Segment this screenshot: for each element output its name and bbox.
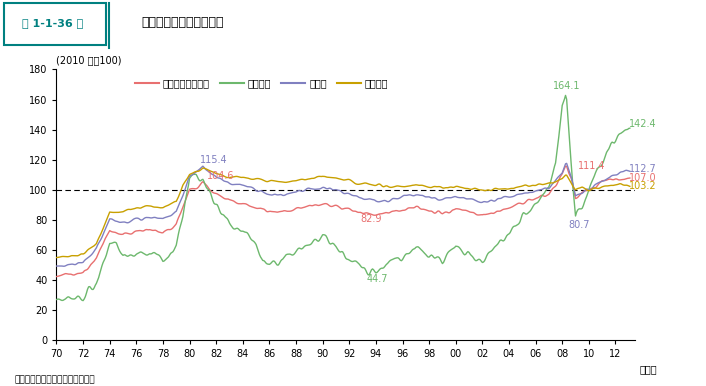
Text: 103.2: 103.2 <box>629 181 657 191</box>
Text: 107.0: 107.0 <box>629 173 657 183</box>
Text: 資料：日本銀行「企業物価指数」: 資料：日本銀行「企業物価指数」 <box>14 375 95 384</box>
Text: 企業物価指数の長期推移: 企業物価指数の長期推移 <box>141 16 224 29</box>
Text: （年）: （年） <box>640 364 657 374</box>
Text: 104.6: 104.6 <box>207 171 234 181</box>
Text: 111.4: 111.4 <box>578 161 606 171</box>
Text: 80.7: 80.7 <box>569 220 590 230</box>
Text: 44.7: 44.7 <box>366 274 388 284</box>
Text: 115.4: 115.4 <box>201 155 228 165</box>
Text: 164.1: 164.1 <box>553 81 580 91</box>
Text: 82.9: 82.9 <box>360 214 381 224</box>
Text: 第 1-1-36 図: 第 1-1-36 図 <box>23 18 83 27</box>
Text: (2010 年＝100): (2010 年＝100) <box>56 55 122 65</box>
Text: 112.7: 112.7 <box>629 164 657 174</box>
Bar <box>4 2 106 45</box>
Text: 142.4: 142.4 <box>629 119 657 129</box>
Legend: 素原材料＋中間財, 素原材料, 中間財, 工業製品: 素原材料＋中間財, 素原材料, 中間財, 工業製品 <box>131 74 392 92</box>
